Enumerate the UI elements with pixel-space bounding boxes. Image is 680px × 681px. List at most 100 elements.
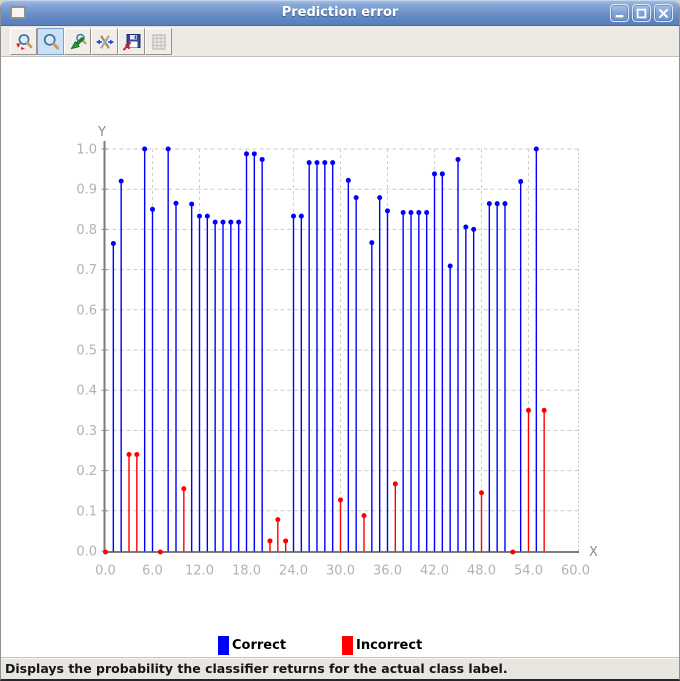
stem-correct[interactable]: [149, 206, 155, 552]
stem-incorrect[interactable]: [525, 407, 531, 552]
stem-correct[interactable]: [236, 219, 242, 552]
stem-correct[interactable]: [142, 146, 148, 552]
grid-icon: [151, 33, 166, 50]
stem-incorrect[interactable]: [134, 452, 140, 552]
data-point: [337, 497, 343, 503]
x-tick-label: 18.0: [232, 564, 261, 579]
x-tick-label: 30.0: [326, 564, 355, 579]
stem-incorrect[interactable]: [275, 517, 281, 552]
data-point: [533, 146, 539, 152]
stem-incorrect[interactable]: [181, 486, 187, 552]
minimize-button[interactable]: [610, 4, 629, 22]
stem-correct[interactable]: [322, 160, 328, 552]
stem-correct[interactable]: [290, 213, 296, 552]
stem-correct[interactable]: [306, 160, 312, 552]
close-icon: [659, 8, 668, 18]
series-incorrect: [103, 407, 547, 555]
stem-correct[interactable]: [431, 171, 437, 552]
data-point: [228, 219, 234, 225]
maximize-button[interactable]: [632, 4, 651, 22]
status-bar: Displays the probability the classifier …: [1, 657, 679, 679]
data-point: [463, 224, 469, 230]
stem-correct[interactable]: [330, 160, 336, 552]
x-tick-label: 60.0: [561, 564, 590, 579]
resize-plot-button[interactable]: [10, 28, 37, 55]
close-button[interactable]: [654, 4, 673, 22]
minimize-icon: [615, 14, 624, 17]
data-point: [275, 517, 281, 523]
data-point: [361, 513, 367, 519]
stem-correct[interactable]: [400, 210, 406, 552]
y-tick-label: 0.5: [76, 344, 97, 359]
stem-incorrect[interactable]: [157, 549, 163, 555]
stem-correct[interactable]: [118, 178, 124, 552]
legend-swatch-correct: [218, 635, 229, 655]
stem-correct[interactable]: [384, 208, 390, 552]
stem-incorrect[interactable]: [103, 549, 108, 555]
stem-correct[interactable]: [204, 213, 210, 552]
stem-correct[interactable]: [259, 156, 265, 552]
undo-zoom-icon: [69, 33, 87, 49]
x-tick-label: 24.0: [279, 564, 308, 579]
stem-correct[interactable]: [408, 210, 414, 552]
stem-incorrect[interactable]: [267, 538, 273, 552]
stem-correct[interactable]: [369, 240, 375, 552]
y-tick-label: 1.0: [76, 143, 97, 158]
show-table-button[interactable]: [145, 28, 172, 55]
x-tick-label: 54.0: [514, 564, 543, 579]
stem-correct[interactable]: [518, 179, 524, 552]
data-point: [236, 219, 242, 225]
stem-correct[interactable]: [196, 213, 202, 552]
stem-correct[interactable]: [486, 201, 492, 552]
stem-incorrect[interactable]: [361, 513, 367, 552]
stem-correct[interactable]: [353, 195, 359, 552]
legend-item-incorrect: Incorrect: [342, 635, 422, 655]
stem-incorrect[interactable]: [541, 407, 547, 552]
data-point: [212, 219, 218, 225]
data-point: [345, 177, 351, 183]
stem-incorrect[interactable]: [510, 549, 516, 555]
stem-incorrect[interactable]: [283, 538, 289, 552]
stem-correct[interactable]: [455, 156, 461, 552]
stem-incorrect[interactable]: [126, 452, 132, 552]
stem-correct[interactable]: [243, 151, 249, 552]
zoom-button[interactable]: [37, 28, 64, 55]
save-plot-button[interactable]: [118, 28, 145, 55]
data-point: [439, 171, 445, 177]
data-point: [314, 160, 320, 166]
data-point: [142, 146, 148, 152]
stem-correct[interactable]: [110, 240, 116, 552]
stem-correct[interactable]: [424, 210, 430, 552]
stem-correct[interactable]: [212, 219, 218, 552]
stem-correct[interactable]: [173, 200, 179, 552]
stem-correct[interactable]: [314, 160, 320, 552]
stem-incorrect[interactable]: [337, 497, 343, 552]
stem-correct[interactable]: [463, 224, 469, 552]
undo-zoom-button[interactable]: [64, 28, 91, 55]
stem-correct[interactable]: [377, 195, 383, 552]
stem-correct[interactable]: [220, 219, 226, 552]
stem-correct[interactable]: [165, 146, 171, 552]
stem-correct[interactable]: [189, 201, 195, 552]
stem-correct[interactable]: [416, 210, 422, 552]
stem-incorrect[interactable]: [392, 481, 398, 552]
stem-correct[interactable]: [228, 219, 234, 552]
stem-correct[interactable]: [447, 263, 453, 552]
stem-correct[interactable]: [345, 177, 351, 552]
stem-correct[interactable]: [471, 226, 477, 552]
data-point: [541, 407, 547, 413]
title-bar: Prediction error: [1, 0, 679, 26]
data-point: [267, 538, 273, 544]
window-icon: [10, 6, 26, 19]
stem-correct[interactable]: [502, 201, 508, 552]
stem-correct[interactable]: [251, 151, 257, 552]
stem-correct[interactable]: [439, 171, 445, 552]
data-point: [525, 407, 531, 413]
stem-correct[interactable]: [494, 201, 500, 552]
stem-correct[interactable]: [298, 213, 304, 552]
stem-correct[interactable]: [533, 146, 539, 552]
stem-incorrect[interactable]: [478, 490, 484, 552]
y-tick-label: 0.4: [76, 384, 97, 399]
x-axis-label: X: [589, 545, 598, 560]
fit-to-window-button[interactable]: [91, 28, 118, 55]
